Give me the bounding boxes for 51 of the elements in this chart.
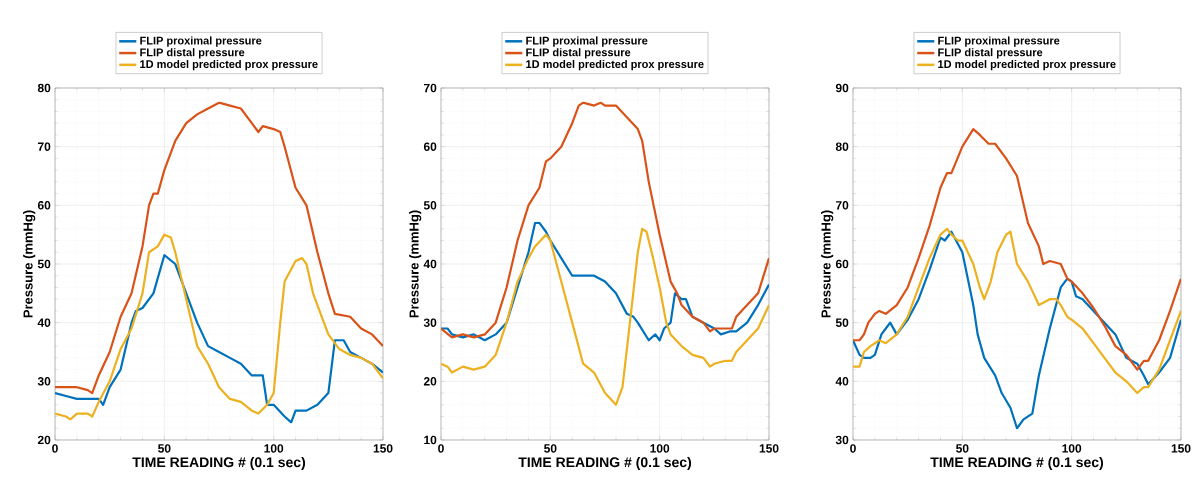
legend-label: FLIP distal pressure — [140, 48, 245, 59]
x-tick-label: 100 — [650, 444, 670, 453]
y-tick-label: 40 — [835, 377, 849, 386]
y-tick-label: 70 — [423, 83, 437, 93]
x-tick-label: 0 — [438, 444, 444, 453]
x-tick-label: 100 — [264, 444, 284, 453]
line-series — [441, 227, 769, 406]
legend-label: 1D model predicted prox pressure — [938, 59, 1116, 71]
x-tick-label: 50 — [158, 444, 171, 453]
y-tick-label: 50 — [423, 201, 437, 210]
y-tick-label: 40 — [37, 318, 51, 327]
y-tick-label: 90 — [835, 83, 849, 93]
x-tick-label: 150 — [1171, 444, 1191, 453]
legend-label: 1D model predicted prox pressure — [140, 59, 318, 71]
y-tick-label: 80 — [37, 83, 51, 93]
y-axis-title: Pressure (mmHg) — [409, 210, 422, 318]
x-axis-title: TIME READING # (0.1 sec) — [518, 456, 692, 470]
legend-label: FLIP proximal pressure — [526, 36, 648, 47]
x-tick-label: 100 — [1062, 444, 1082, 453]
y-tick-label: 70 — [835, 201, 849, 210]
y-tick-label: 20 — [423, 377, 437, 386]
legend-label: FLIP proximal pressure — [140, 36, 262, 47]
y-tick-label: 60 — [423, 142, 437, 151]
y-tick-label: 60 — [37, 201, 51, 210]
x-tick-label: 150 — [373, 444, 393, 453]
y-tick-label: 40 — [423, 259, 437, 269]
line-series — [853, 127, 1181, 371]
x-tick-label: 0 — [850, 444, 856, 453]
y-tick-label: 50 — [37, 259, 51, 269]
legend-label: FLIP distal pressure — [526, 48, 631, 59]
y-tick-label: 50 — [835, 318, 849, 327]
y-tick-label: 60 — [835, 259, 849, 269]
y-tick-label: 20 — [37, 435, 51, 445]
x-tick-label: 50 — [956, 444, 969, 453]
legend-label: FLIP distal pressure — [938, 48, 1043, 59]
x-axis-title: TIME READING # (0.1 sec) — [930, 456, 1104, 470]
legend-label: 1D model predicted prox pressure — [526, 59, 704, 71]
y-axis-title: Pressure (mmHg) — [23, 210, 36, 318]
y-tick-label: 80 — [835, 142, 849, 151]
x-tick-label: 150 — [759, 444, 779, 453]
y-tick-label: 70 — [37, 142, 51, 151]
y-tick-label: 30 — [37, 377, 51, 386]
legend-label: FLIP proximal pressure — [938, 36, 1060, 47]
y-tick-label: 30 — [835, 435, 849, 445]
x-tick-label: 50 — [544, 444, 557, 453]
x-tick-label: 0 — [52, 444, 58, 453]
y-tick-label: 30 — [423, 318, 437, 327]
y-tick-label: 10 — [424, 435, 437, 445]
x-axis-title: TIME READING # (0.1 sec) — [132, 456, 306, 470]
line-series — [853, 227, 1181, 395]
y-axis-title: Pressure (mmHg) — [821, 210, 834, 318]
